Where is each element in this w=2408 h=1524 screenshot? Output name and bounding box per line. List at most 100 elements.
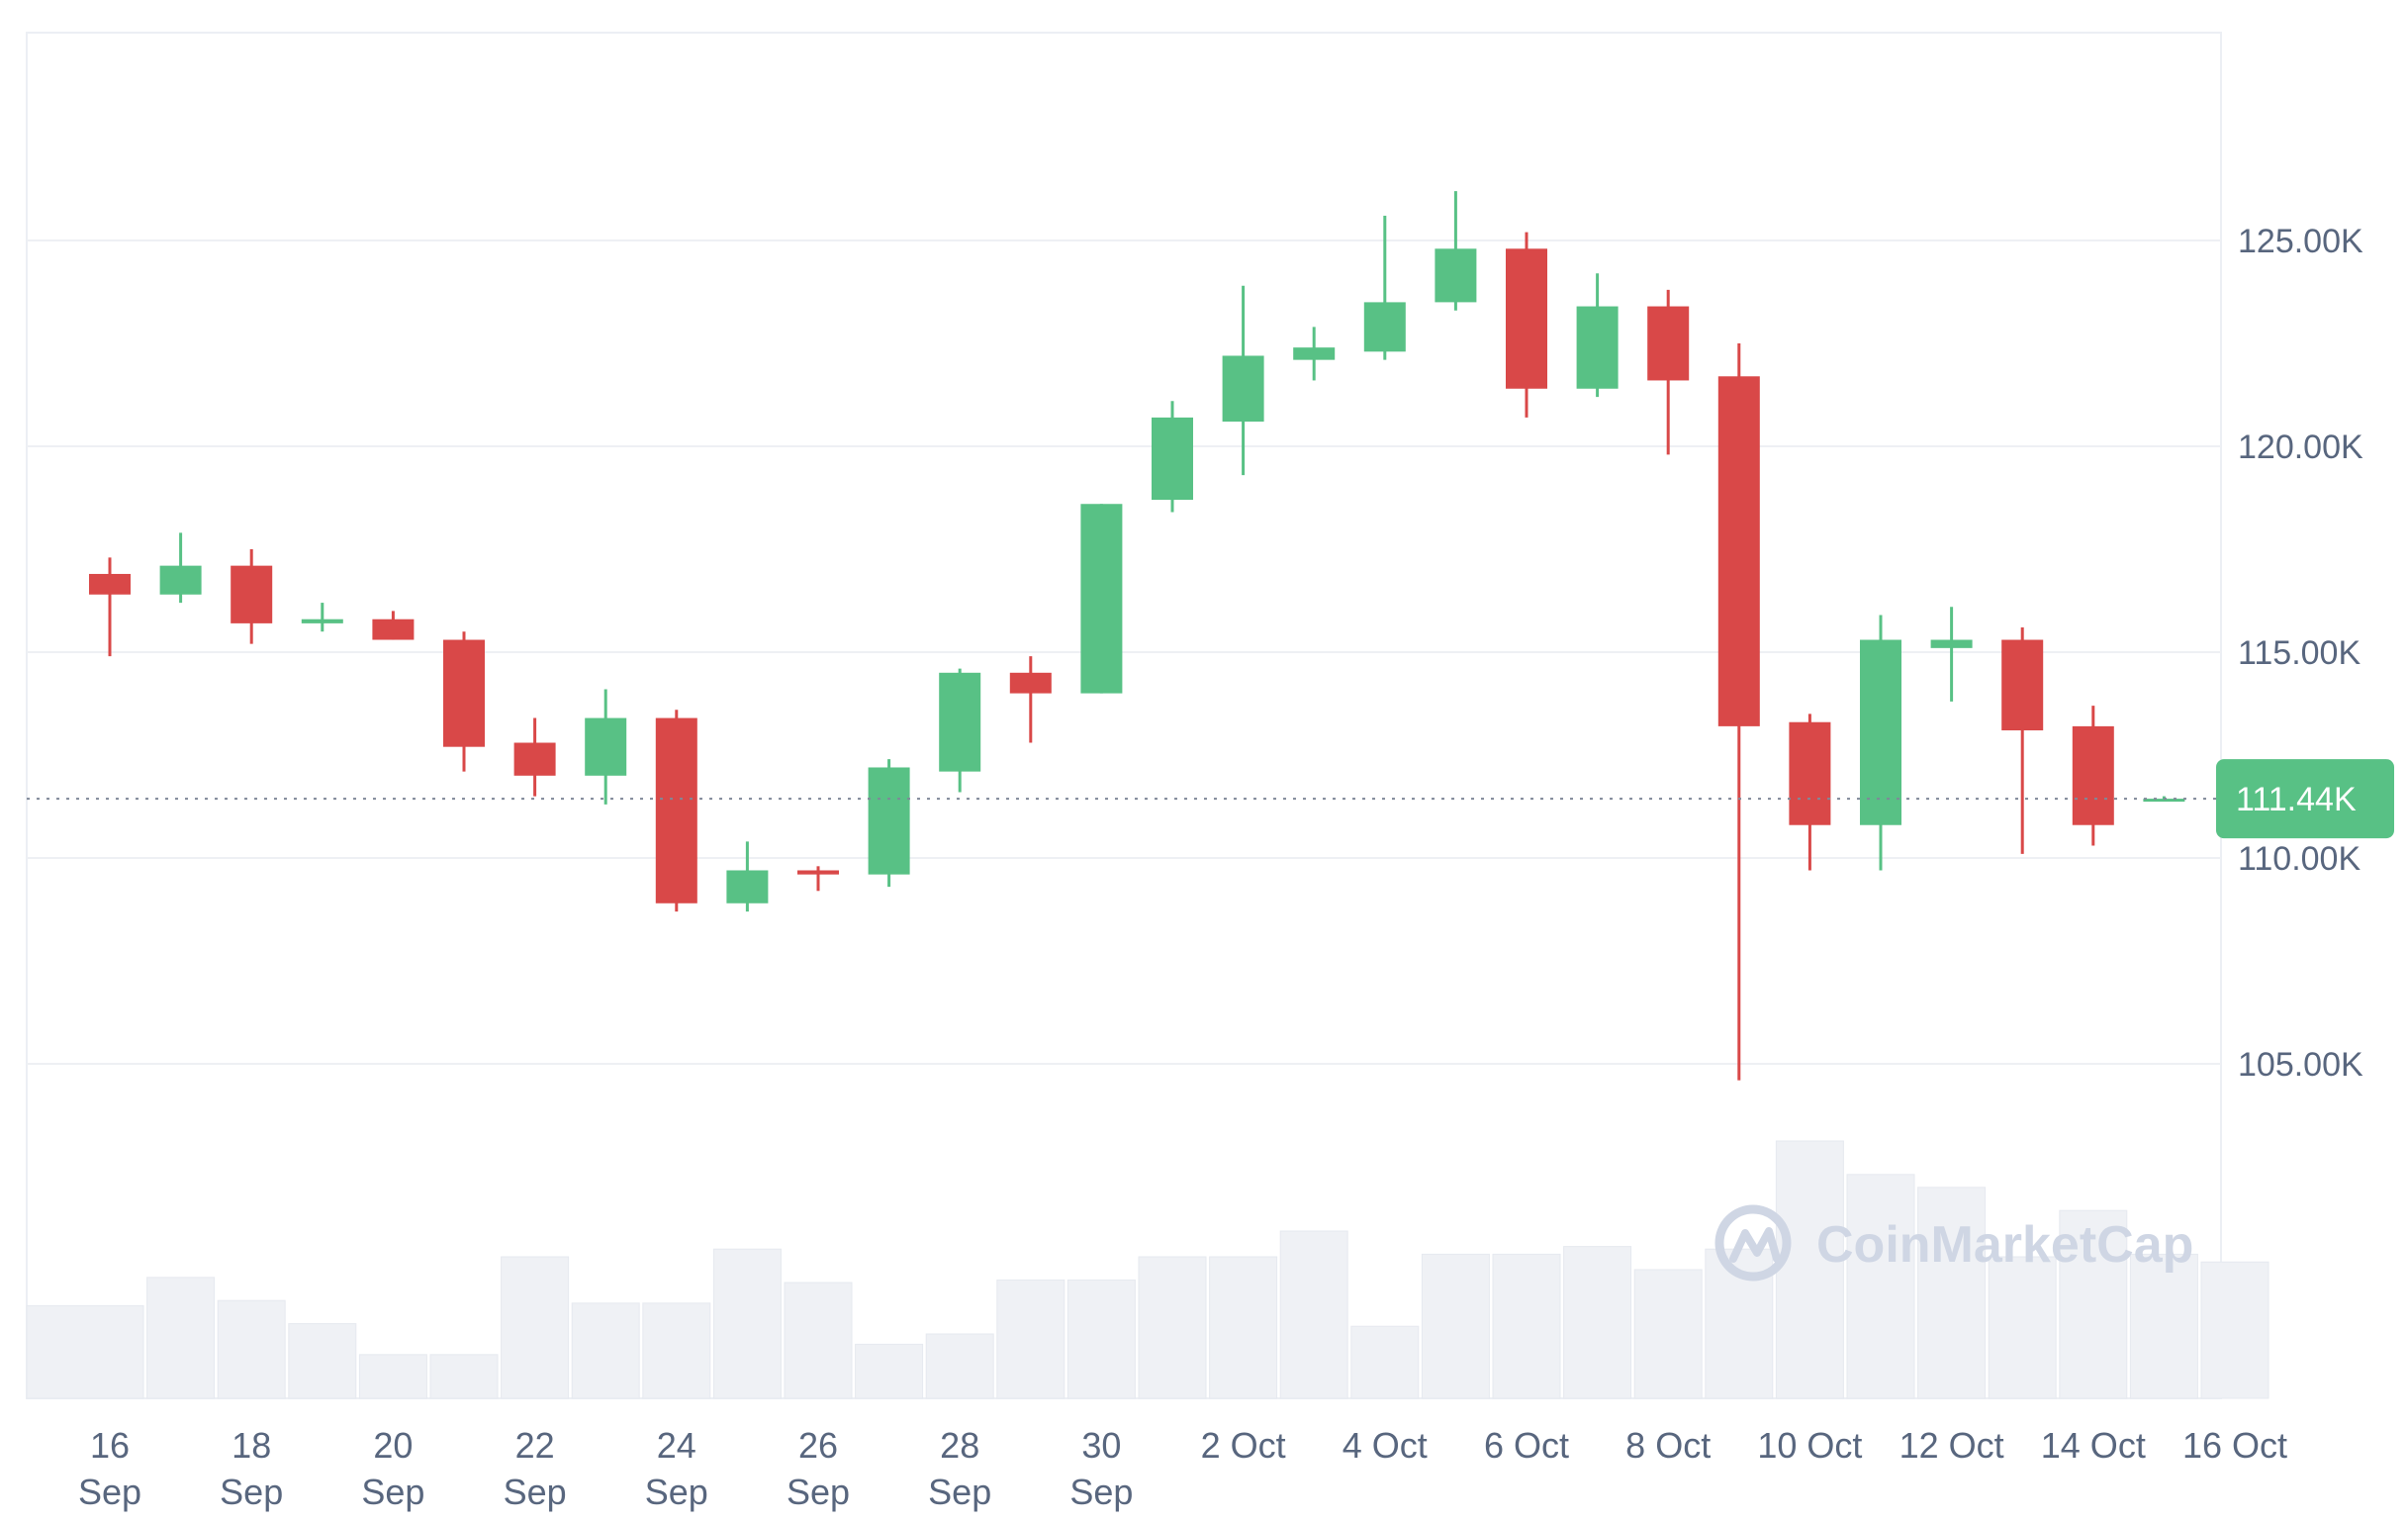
- candle: [89, 557, 131, 657]
- candle-body: [1152, 417, 1193, 501]
- x-tick-label: 24: [657, 1425, 696, 1466]
- x-tick-label: 22: [515, 1425, 555, 1466]
- x-tick-label: 16: [90, 1425, 130, 1466]
- candle-body: [1009, 672, 1052, 694]
- candle: [1152, 401, 1193, 513]
- volume-bar: [855, 1343, 924, 1399]
- watermark: CoinMarketCap: [1714, 1204, 2193, 1282]
- grid-lines: [27, 239, 2221, 1065]
- candle-body: [443, 639, 485, 747]
- y-tick-label: 120.00K: [2238, 429, 2363, 466]
- volume-bar: [1421, 1253, 1490, 1399]
- candle: [372, 611, 415, 640]
- x-tick-label-month: Sep: [78, 1472, 141, 1512]
- candle: [1293, 327, 1336, 381]
- candle: [443, 631, 485, 772]
- candle-body: [1222, 355, 1264, 423]
- candle-body: [1647, 306, 1690, 381]
- volume-bar: [1209, 1256, 1278, 1399]
- candle: [1435, 191, 1477, 311]
- y-tick-label: 110.00K: [2238, 840, 2361, 878]
- candle-body: [89, 573, 131, 595]
- volume-bar: [1492, 1253, 1561, 1399]
- volume-bar: [146, 1277, 216, 1399]
- candle: [231, 549, 273, 644]
- candle-body: [513, 742, 556, 776]
- candle-body: [1860, 639, 1901, 825]
- candle: [655, 710, 697, 912]
- candle: [1222, 285, 1264, 476]
- x-tick-label: 10 Oct: [1757, 1425, 1862, 1466]
- x-tick-label: 2 Oct: [1201, 1425, 1286, 1466]
- candle-body: [2001, 639, 2044, 731]
- x-tick-label: 4 Oct: [1343, 1425, 1428, 1466]
- volume-bar: [925, 1333, 994, 1399]
- volume-bar: [2129, 1253, 2198, 1399]
- y-tick-label: 125.00K: [2238, 223, 2363, 260]
- candle-body: [231, 565, 273, 623]
- candle-body: [868, 767, 910, 875]
- volume-bar: [712, 1248, 782, 1399]
- volume-bar: [642, 1302, 711, 1399]
- volume-bar: [1988, 1256, 2057, 1399]
- volume-bar: [501, 1256, 570, 1399]
- watermark-text: CoinMarketCap: [1816, 1216, 2193, 1274]
- x-tick-label-month: Sep: [787, 1472, 850, 1512]
- candle: [1717, 343, 1760, 1081]
- candle: [2001, 627, 2044, 854]
- candle: [797, 866, 839, 892]
- x-tick-label: 14 Oct: [2041, 1425, 2146, 1466]
- candle: [513, 717, 556, 797]
- volume-bar: [2200, 1261, 2269, 1399]
- candle: [585, 689, 627, 805]
- x-tick-label: 28: [940, 1425, 979, 1466]
- volume-bar: [217, 1299, 286, 1399]
- x-tick-label: 18: [232, 1425, 271, 1466]
- coinmarketcap-logo-icon: [1714, 1204, 1792, 1282]
- candle-body: [1080, 504, 1123, 694]
- y-tick-label: 105.00K: [2238, 1046, 2363, 1084]
- volume-bars: [26, 1140, 2269, 1399]
- candle: [1009, 656, 1052, 743]
- volume-bar: [429, 1354, 499, 1399]
- candle-body: [159, 565, 202, 595]
- candle-body: [726, 870, 769, 904]
- candle: [1080, 504, 1123, 694]
- candles: [89, 191, 2185, 1081]
- candle: [939, 668, 981, 793]
- x-axis: 16 Sep 18 Sep 20 Sep 22 Sep 24 Sep 26 Sep 28 Sep 30 Sep…: [78, 1425, 2287, 1512]
- candle-body: [2143, 799, 2185, 803]
- current-price-badge: 111.44K: [2216, 759, 2394, 839]
- candle-body: [1576, 306, 1619, 389]
- candle: [868, 759, 910, 888]
- current-price-badge-bg: [2216, 759, 2394, 839]
- plot-background: [26, 32, 2222, 1399]
- x-tick-label: 16 Oct: [2182, 1425, 2287, 1466]
- candle: [1789, 714, 1831, 871]
- x-tick-label-month: Sep: [361, 1472, 424, 1512]
- candle: [159, 532, 202, 604]
- x-tick-label: 30: [1081, 1425, 1121, 1466]
- candle-body: [1930, 639, 1973, 648]
- current-price-label: 111.44K: [2236, 781, 2357, 818]
- candle-body: [1293, 347, 1336, 360]
- x-tick-label: 26: [798, 1425, 838, 1466]
- x-tick-label: 8 Oct: [1625, 1425, 1711, 1466]
- volume-bar: [1138, 1256, 1207, 1399]
- candle-body: [655, 717, 697, 904]
- candle-body: [797, 870, 839, 875]
- x-tick-label-month: Sep: [220, 1472, 283, 1512]
- volume-bar: [1350, 1325, 1420, 1399]
- volume-bar: [996, 1279, 1065, 1399]
- volume-bar: [571, 1302, 640, 1399]
- volume-bar: [26, 1304, 144, 1399]
- candle-body: [2072, 725, 2114, 825]
- volume-bar: [1633, 1269, 1703, 1399]
- candle: [2072, 706, 2114, 846]
- x-tick-label-month: Sep: [928, 1472, 991, 1512]
- candle: [1647, 289, 1690, 455]
- volume-bar: [1279, 1230, 1348, 1399]
- candle: [1930, 607, 1973, 702]
- x-tick-label: 12 Oct: [1899, 1425, 2004, 1466]
